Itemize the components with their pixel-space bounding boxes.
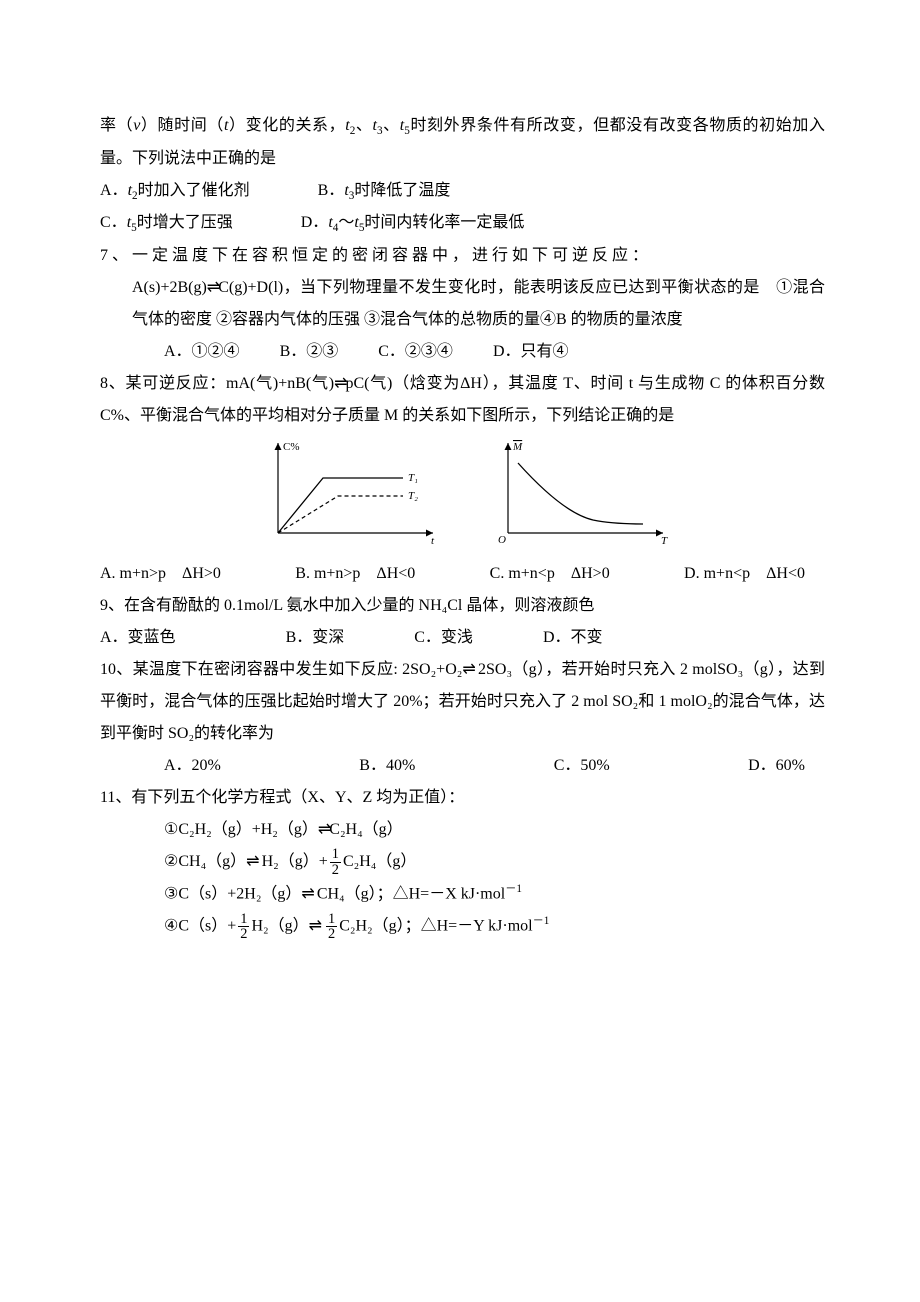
q9-options: A．变蓝色 B．变深 C．变浅 D．不变 <box>100 622 825 654</box>
eq-arrow-icon: ⇌ <box>301 885 312 902</box>
eq-arrow-icon: ⇌ <box>207 279 218 296</box>
q7-options: A．①②④ B．②③ C．②③④ D．只有④ <box>100 336 825 368</box>
q10-stem: 10、某温度下在密闭容器中发生如下反应: 2SO₂+O₂⇌ 2SO₃（g），若开… <box>100 654 825 750</box>
q9-stem: 9、在含有酚酞的 0.1mol/L 氨水中加入少量的 NH₄Cl 晶体，则溶液颜… <box>100 590 825 622</box>
svg-text:O: O <box>498 534 506 546</box>
q10-option-B: B．40% <box>359 750 415 782</box>
fraction: 12 <box>330 847 341 877</box>
text: 、 <box>355 117 372 134</box>
q6-options-row2: C．t5时增大了压强 D．t4～t5时间内转化率一定最低 <box>100 207 825 240</box>
q10-option-D: D．60% <box>748 750 805 782</box>
q9-option-A: A．变蓝色 <box>100 622 176 654</box>
q8-options: A. m+n>p ΔH>0 B. m+n>p ΔH<0 C. m+n<p ΔH>… <box>100 558 825 590</box>
svg-text:T₁: T₁ <box>408 472 418 484</box>
q8-chart2: M O T <box>483 438 673 548</box>
fraction: 12 <box>238 912 249 942</box>
q11-eq4: ④C（s）+12H₂（g）⇌ 12C₂H₂（g）；△H=－Y kJ·mol－1 <box>100 910 825 942</box>
q10-options: A．20% B．40% C．50% D．60% <box>100 750 825 782</box>
q6-option-B: B．t3时降低了温度 <box>318 182 451 199</box>
q9-option-D: D．不变 <box>543 622 603 654</box>
eq-arrow-icon: ⇌ <box>246 853 257 870</box>
svg-text:T₂: T₂ <box>408 490 418 502</box>
q6-options-row1: A．t2时加入了催化剂 B．t3时降低了温度 <box>100 175 825 208</box>
q9-option-C: C．变浅 <box>414 622 473 654</box>
q6-option-C: C．t5时增大了压强 <box>100 214 233 231</box>
q8-chart1: C% t T₁ T₂ <box>253 438 443 548</box>
svg-text:C%: C% <box>283 441 300 453</box>
q6-stem: 率（v）随时间（t）变化的关系，t2、t3、t5时刻外界条件有所改变，但都没有改… <box>100 110 825 175</box>
q7-option-C: C．②③④ <box>378 336 453 368</box>
q7-option-B: B．②③ <box>280 336 339 368</box>
q11-eq1: ①C₂H₂（g）+H₂（g）⇌C₂H₄（g） <box>100 814 825 846</box>
q6-option-A: A．t2时加入了催化剂 <box>100 182 250 199</box>
q7-stem-a: 7、一定温度下在容积恒定的密闭容器中，进行如下可逆反应： <box>100 240 825 272</box>
q7-option-A: A．①②④ <box>164 336 240 368</box>
q8-option-A: A. m+n>p ΔH>0 <box>100 558 221 590</box>
text: ）变化的关系， <box>228 117 345 134</box>
q10-option-A: A．20% <box>164 750 221 782</box>
q8-option-C: C. m+n<p ΔH>0 <box>490 558 610 590</box>
q11-eq3: ③C（s）+2H₂（g）⇌ CH₄（g）；△H=－X kJ·mol－1 <box>100 878 825 910</box>
svg-text:M: M <box>512 441 523 453</box>
q8-option-B: B. m+n>p ΔH<0 <box>295 558 415 590</box>
q6-option-D: D．t4～t5时间内转化率一定最低 <box>301 214 525 231</box>
text: 、 <box>383 117 400 134</box>
q11-stem: 11、有下列五个化学方程式（X、Y、Z 均为正值）： <box>100 782 825 814</box>
svg-text:t: t <box>431 535 435 547</box>
q9-option-B: B．变深 <box>286 622 345 654</box>
q7-stem-b: A(s)+2B(g)⇌C(g)+D(l)，当下列物理量不发生变化时，能表明该反应… <box>100 272 825 336</box>
eq-arrow-icon: ⇌ <box>318 821 329 838</box>
fraction: 12 <box>326 912 337 942</box>
text: 率（ <box>100 117 133 134</box>
q10-option-C: C．50% <box>554 750 610 782</box>
svg-text:T: T <box>661 535 668 547</box>
eq-arrow-icon: ⇌ <box>462 661 473 678</box>
q8-charts: C% t T₁ T₂ M O T <box>100 438 825 548</box>
q8-option-D: D. m+n<p ΔH<0 <box>684 558 805 590</box>
q8-stem: 8、某可逆反应：mA(气)+nB(气)⇌pC(气)（焓变为ΔH），其温度 T、时… <box>100 368 825 432</box>
q11-eq2: ②CH₄（g）⇌ H₂（g）+12C₂H₄（g） <box>100 846 825 878</box>
q7-option-D: D．只有④ <box>493 336 569 368</box>
text: ）随时间（ <box>140 117 224 134</box>
eq-arrow-icon: ⇌ <box>309 917 320 934</box>
eq-arrow-icon: ⇌ <box>334 375 345 392</box>
